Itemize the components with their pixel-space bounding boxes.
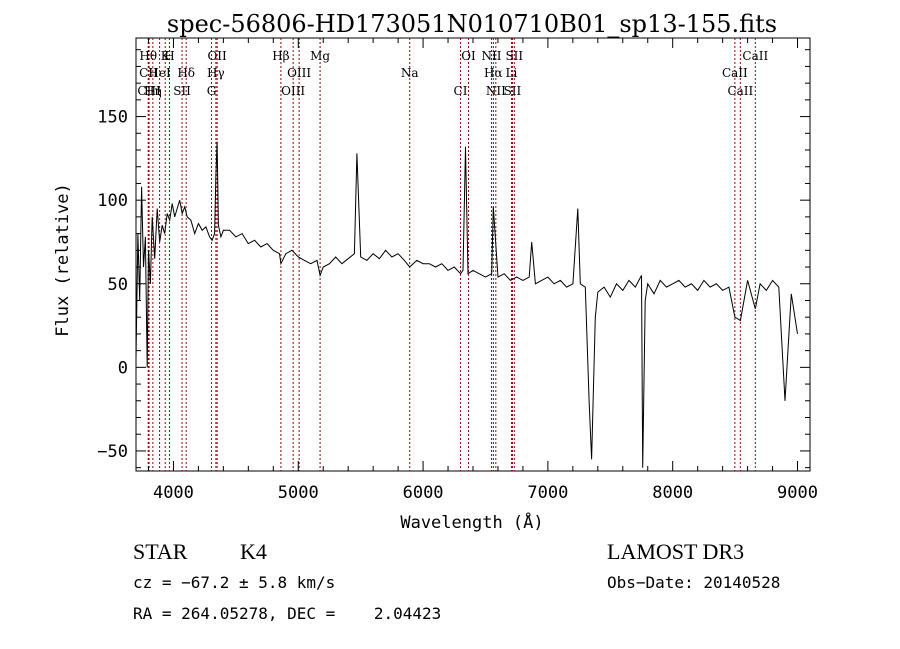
x-tick-label: 7000 [527,483,568,503]
x-tick-label: 4000 [153,483,194,503]
redshift-readout: cz = −67.2 ± 5.8 km/s [133,573,335,592]
x-axis: 4000 5000 6000 7000 8000 9000 [147,38,818,503]
line-label: CII [139,66,158,80]
line-label: Hβ [272,49,289,63]
y-tick-label: 100 [97,191,128,211]
line-label: G [207,84,217,98]
line-label: NII [481,49,501,63]
line-label: SII [504,84,522,98]
y-tick-label: 150 [97,108,128,128]
spectrum-line [135,141,798,468]
coordinates-readout: RA = 264.05278, DEC = 2.04423 [133,604,441,623]
subclass: K4 [240,539,267,564]
object-type: STAR [133,539,188,564]
y-axis: −50 0 50 100 150 [97,49,810,469]
line-label: CI [454,84,468,98]
line-label: Mg [310,49,330,63]
y-axis-label: Flux (relative) [53,183,73,337]
x-tick-label: 9000 [777,483,818,503]
line-label: Hη [144,84,162,98]
line-label: CaII [727,84,753,98]
line-label: Hδ [177,66,195,80]
line-label: OI [461,49,476,63]
line-labels: Hθ CII CIII K HeI Hη HHδ SII OII Hγ G Hβ OIII OIII Mg N… [137,49,768,98]
line-label: CaII [742,49,768,63]
y-tick-label: 0 [118,358,128,378]
line-label: Hθ [139,49,157,63]
line-label: OII [207,49,227,63]
line-label: CIII [137,84,161,98]
chart-title: spec-56806-HD173051N010710B01_sp13-155.f… [167,10,777,38]
line-label: CaII [722,66,748,80]
x-tick-label: 5000 [278,483,319,503]
line-label: Hα [484,66,503,80]
x-axis-label: Wavelength (Å) [400,511,543,533]
line-label: K [161,49,171,63]
y-tick-label: 50 [108,275,128,295]
line-label: SII [173,84,191,98]
y-tick-label: −50 [97,442,128,462]
line-label: OIII [287,66,311,80]
line-label: HeI [148,66,171,80]
line-label: Hγ [207,66,225,80]
x-tick-label: 6000 [403,483,444,503]
line-label: Na [401,66,419,80]
line-label: SII [505,49,523,63]
line-label: Li [506,66,518,80]
line-markers [147,38,756,471]
line-label: OIII [281,84,305,98]
line-label: H [164,49,174,63]
observation-date: Obs−Date: 20140528 [607,573,780,592]
plot-area [135,37,811,472]
x-tick-label: 8000 [652,483,693,503]
survey-name: LAMOST DR3 [607,539,744,564]
line-label: NII [486,84,506,98]
